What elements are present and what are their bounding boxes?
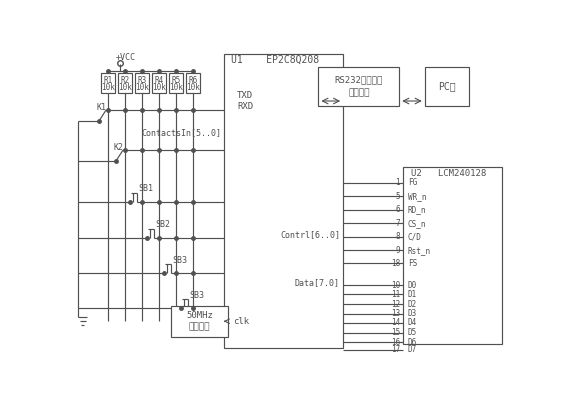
Text: D4: D4: [408, 318, 417, 327]
Text: ContactsIn[5..0]: ContactsIn[5..0]: [141, 128, 221, 137]
Text: TXD: TXD: [237, 91, 253, 100]
Text: 14: 14: [391, 318, 400, 327]
Text: R1: R1: [103, 76, 113, 85]
Text: 10k: 10k: [101, 83, 115, 92]
Text: U2   LCM240128: U2 LCM240128: [411, 169, 486, 178]
Text: 10k: 10k: [118, 83, 132, 92]
Bar: [186, 73, 200, 93]
Text: 50MHz: 50MHz: [186, 311, 213, 320]
Text: 11: 11: [391, 290, 400, 299]
Text: R3: R3: [137, 76, 147, 85]
Bar: [425, 67, 470, 106]
Text: 8: 8: [396, 232, 400, 241]
Text: SB3: SB3: [189, 290, 204, 300]
Bar: [169, 73, 183, 93]
Text: 5: 5: [396, 192, 400, 201]
Text: D5: D5: [408, 328, 417, 337]
Text: R5: R5: [171, 76, 181, 85]
Text: U1    EP2C8Q208: U1 EP2C8Q208: [232, 54, 320, 64]
Text: FS: FS: [408, 259, 417, 268]
Text: 18: 18: [391, 259, 400, 268]
Text: 接口电路: 接口电路: [348, 88, 370, 97]
Text: PC机: PC机: [438, 81, 456, 91]
Text: D1: D1: [408, 290, 417, 299]
Text: RD_n: RD_n: [408, 205, 426, 214]
Bar: [319, 67, 399, 106]
Text: Contrl[6..0]: Contrl[6..0]: [280, 231, 340, 239]
Text: R6: R6: [188, 76, 198, 85]
Bar: [152, 73, 166, 93]
Text: 10k: 10k: [186, 83, 200, 92]
Text: 15: 15: [391, 328, 400, 337]
Bar: [403, 167, 502, 344]
Text: WR_n: WR_n: [408, 192, 426, 201]
Text: 10k: 10k: [152, 83, 166, 92]
Bar: [101, 73, 115, 93]
Text: D7: D7: [408, 345, 417, 354]
Text: 6: 6: [396, 205, 400, 214]
Bar: [171, 306, 228, 337]
Text: 17: 17: [391, 345, 400, 354]
Text: Data[7.0]: Data[7.0]: [295, 278, 340, 287]
Text: 16: 16: [391, 338, 400, 346]
Text: 有源晶振: 有源晶振: [189, 322, 210, 331]
Text: CS_n: CS_n: [408, 219, 426, 228]
Text: RXD: RXD: [237, 102, 253, 111]
Text: SB2: SB2: [155, 221, 170, 229]
Text: 12: 12: [391, 300, 400, 309]
Text: +VCC: +VCC: [116, 53, 136, 61]
Bar: [118, 73, 132, 93]
Text: K2: K2: [114, 143, 124, 152]
Text: D6: D6: [408, 338, 417, 346]
Bar: [135, 73, 149, 93]
Text: 10k: 10k: [135, 83, 149, 92]
Text: FG: FG: [408, 178, 417, 187]
Text: K1: K1: [97, 103, 107, 112]
Text: 1: 1: [396, 178, 400, 187]
Text: SB3: SB3: [172, 256, 187, 265]
Text: 13: 13: [391, 309, 400, 318]
Text: 9: 9: [396, 246, 400, 255]
Text: 10: 10: [391, 280, 400, 290]
Text: SB1: SB1: [138, 184, 153, 193]
Text: RS232通信协议: RS232通信协议: [334, 76, 383, 85]
Text: clk: clk: [233, 317, 249, 326]
Text: D0: D0: [408, 280, 417, 290]
Text: D2: D2: [408, 300, 417, 309]
Text: 7: 7: [396, 219, 400, 228]
Text: R2: R2: [120, 76, 130, 85]
Text: D3: D3: [408, 309, 417, 318]
Text: C/D: C/D: [408, 232, 421, 241]
Text: R4: R4: [154, 76, 164, 85]
Bar: [224, 54, 343, 348]
Text: Rst_n: Rst_n: [408, 246, 431, 255]
Text: 10k: 10k: [169, 83, 183, 92]
